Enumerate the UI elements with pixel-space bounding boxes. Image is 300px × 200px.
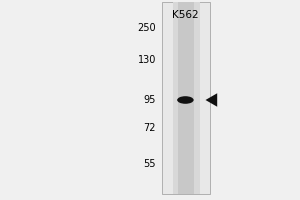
Text: K562: K562 xyxy=(172,10,199,20)
Text: 250: 250 xyxy=(137,23,156,33)
Ellipse shape xyxy=(177,96,194,104)
Text: 130: 130 xyxy=(138,55,156,65)
Bar xyxy=(178,2,194,194)
Polygon shape xyxy=(206,93,217,107)
Text: 55: 55 xyxy=(143,159,156,169)
Bar xyxy=(162,2,210,194)
Text: 72: 72 xyxy=(143,123,156,133)
Bar xyxy=(172,2,200,194)
Text: 95: 95 xyxy=(144,95,156,105)
